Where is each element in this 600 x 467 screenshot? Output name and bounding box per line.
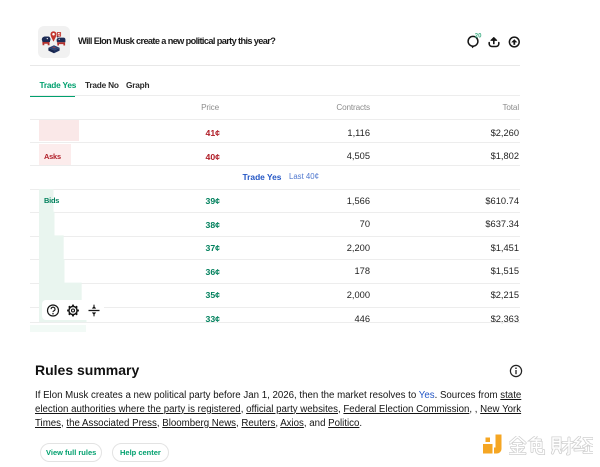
svg-text:20: 20 xyxy=(475,33,482,39)
